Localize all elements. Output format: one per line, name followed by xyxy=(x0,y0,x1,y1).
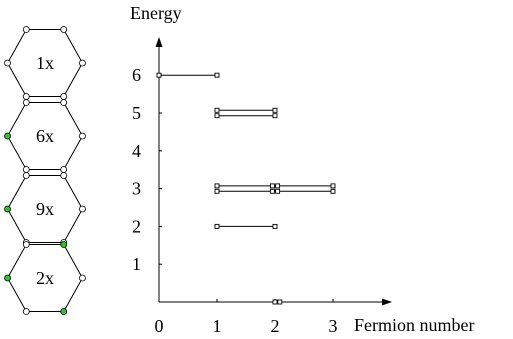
x-tick-label: 0 xyxy=(155,316,164,336)
filled-vertex xyxy=(4,205,11,213)
level-marker xyxy=(214,183,220,189)
level-marker xyxy=(214,188,220,194)
level-marker xyxy=(214,72,220,78)
y-axis-label: Energy xyxy=(130,3,182,23)
level-marker xyxy=(272,223,278,229)
empty-vertex xyxy=(60,172,68,179)
level-marker xyxy=(330,183,336,189)
level-marker xyxy=(330,188,336,194)
hexagon-multiplicity-label: 9x xyxy=(36,199,54,219)
empty-vertex xyxy=(22,241,30,248)
axes xyxy=(155,36,392,306)
level-marker xyxy=(214,107,220,113)
y-tick-label: 5 xyxy=(132,103,141,123)
empty-vertex xyxy=(22,26,30,33)
level-marker xyxy=(275,183,281,189)
empty-vertex xyxy=(22,308,30,315)
hexagon-2x: 2x xyxy=(4,241,86,315)
empty-vertex xyxy=(22,166,30,173)
empty-vertex xyxy=(22,93,30,100)
hexagon-9x: 9x xyxy=(4,172,86,246)
x-tick-label: 2 xyxy=(271,316,280,336)
filled-vertex xyxy=(60,308,68,315)
hexagon-column: 1x 6x 9x 2x xyxy=(4,26,86,315)
empty-vertex xyxy=(60,99,68,106)
energy-levels xyxy=(156,72,336,305)
zero-state-marker xyxy=(272,299,278,305)
level-marker xyxy=(214,113,220,119)
empty-vertex xyxy=(79,59,86,67)
level-marker xyxy=(272,113,278,119)
filled-vertex xyxy=(4,274,11,282)
level-marker xyxy=(214,223,220,229)
empty-vertex xyxy=(79,274,86,282)
hexagon-multiplicity-label: 2x xyxy=(36,268,54,288)
y-axis-arrow xyxy=(155,36,163,47)
level-marker xyxy=(269,183,275,189)
x-axis-arrow xyxy=(382,298,392,306)
y-tick-label: 3 xyxy=(132,179,141,199)
level-marker xyxy=(275,188,281,194)
hexagon-1x: 1x xyxy=(4,26,86,100)
y-tick-label: 6 xyxy=(132,65,141,85)
hexagon-multiplicity-label: 1x xyxy=(36,53,54,73)
empty-vertex xyxy=(79,205,86,213)
y-tick-label: 4 xyxy=(132,141,141,161)
empty-vertex xyxy=(79,132,86,140)
empty-vertex xyxy=(60,26,68,33)
tick-labels: 0 1 2 3 1 2 3 4 5 6 xyxy=(132,65,338,336)
hexagon-6x: 6x xyxy=(4,99,86,173)
y-tick-label: 2 xyxy=(132,216,141,236)
empty-vertex xyxy=(22,99,30,106)
empty-vertex xyxy=(60,93,68,100)
level-marker xyxy=(272,107,278,113)
empty-vertex xyxy=(4,59,11,67)
level-marker xyxy=(156,72,162,78)
filled-vertex xyxy=(60,241,68,248)
hexagon-multiplicity-label: 6x xyxy=(36,126,54,146)
filled-vertex xyxy=(4,132,11,140)
x-tick-label: 1 xyxy=(213,316,222,336)
x-tick-label: 3 xyxy=(329,316,338,336)
level-marker xyxy=(269,188,275,194)
y-tick-label: 1 xyxy=(132,254,141,274)
empty-vertex xyxy=(60,166,68,173)
zero-state-marker xyxy=(277,299,283,305)
empty-vertex xyxy=(22,172,30,179)
x-axis-label: Fermion number xyxy=(354,315,474,335)
